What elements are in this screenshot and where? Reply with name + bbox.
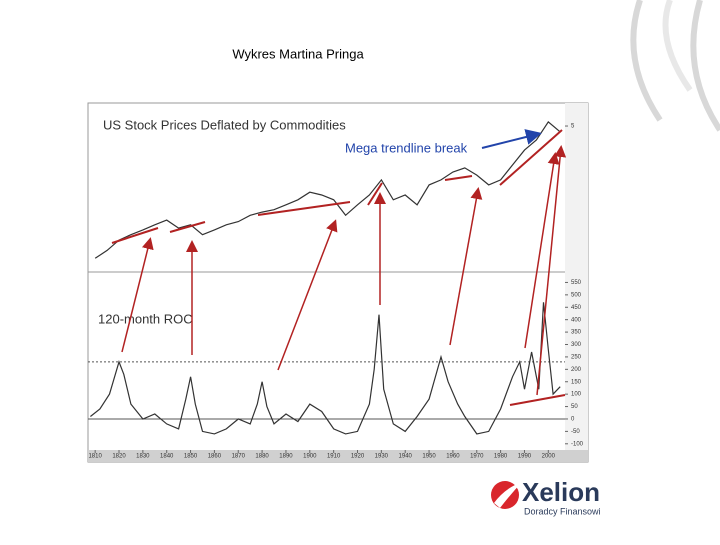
decoration — [630, 0, 720, 132]
y-tick-label: 350 — [571, 330, 582, 336]
arrows — [121, 145, 567, 396]
y-tick-label: 100 — [571, 392, 582, 398]
axis-band — [88, 450, 588, 462]
x-tick-label: 1880 — [255, 454, 269, 460]
x-tick-label: 2000 — [542, 454, 556, 460]
logo-name: Xelion — [522, 477, 600, 507]
annotation: Mega trendline break — [345, 140, 468, 155]
y-tick-label: 5 — [571, 124, 575, 130]
x-tick-label: 1810 — [88, 454, 102, 460]
y-tick-label: 0 — [571, 417, 575, 423]
arrow — [481, 129, 542, 149]
y-tick-label: 150 — [571, 379, 582, 385]
axis-band — [565, 103, 588, 450]
y-tick-label: 200 — [571, 367, 582, 373]
x-tick-label: 1920 — [351, 454, 365, 460]
x-tick-label: 1820 — [112, 454, 126, 460]
x-tick-label: 1870 — [232, 454, 246, 460]
x-tick-label: 1940 — [399, 454, 413, 460]
x-tick-label: 1930 — [375, 454, 389, 460]
x-tick-label: 1980 — [494, 454, 508, 460]
y-tick-label: 400 — [571, 317, 582, 323]
x-tick-label: 1910 — [327, 454, 341, 460]
x-tick-label: 1970 — [470, 454, 484, 460]
x-tick-label: 1860 — [208, 454, 222, 460]
y-tick-label: 450 — [571, 305, 582, 311]
data-line — [94, 121, 561, 259]
x-tick-label: 1960 — [446, 454, 460, 460]
chart-title: US Stock Prices Deflated by Commodities — [103, 117, 346, 132]
x-tick-label: 1890 — [279, 454, 293, 460]
logo: Xelion Doradcy Finansowi — [491, 477, 601, 516]
data-line — [90, 302, 561, 435]
y-tick-label: -50 — [571, 429, 580, 435]
y-tick-label: 500 — [571, 292, 582, 298]
y-tick-label: 300 — [571, 342, 582, 348]
plot: 5 -100 -50 0 50 100 150 200 250 300 350 400 450 500 55… — [88, 121, 584, 460]
x-tick-label: 1850 — [184, 454, 198, 460]
chart-frame — [87, 102, 589, 463]
y-tick-label: 50 — [571, 404, 578, 410]
slide-title: Wykres Martina Pringa — [232, 46, 364, 61]
x-tick-label: 1840 — [160, 454, 174, 460]
chart-title: 120-month ROC — [98, 311, 193, 326]
x-tick-label: 1990 — [518, 454, 532, 460]
logo-tagline: Doradcy Finansowi — [524, 506, 601, 516]
y-tick-label: 250 — [571, 354, 582, 360]
y-tick-label: 550 — [571, 280, 582, 286]
x-tick-label: 1950 — [422, 454, 436, 460]
x-tick-label: 1900 — [303, 454, 317, 460]
y-tick-label: -100 — [571, 441, 584, 447]
x-tick-label: 1830 — [136, 454, 150, 460]
